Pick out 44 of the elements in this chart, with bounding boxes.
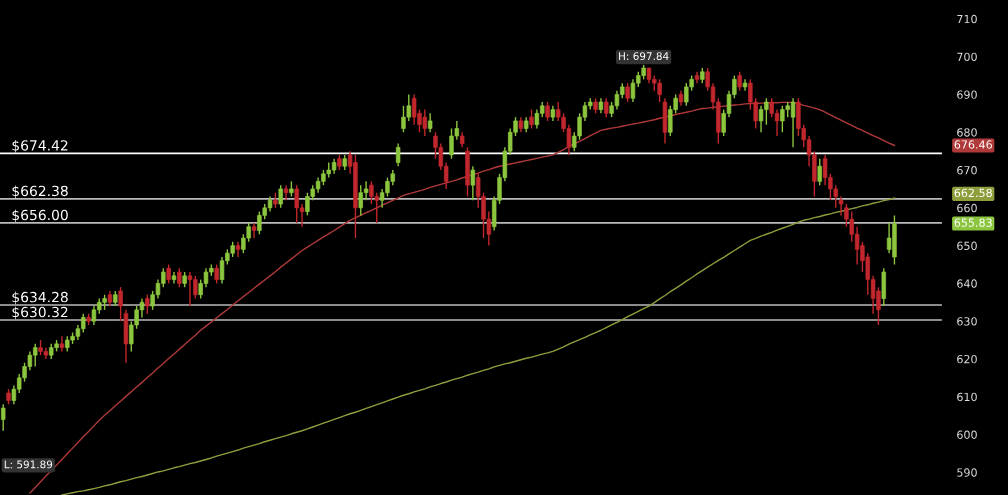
y-tick-label: 590	[957, 468, 977, 477]
candlestick	[59, 335, 65, 353]
candlestick	[817, 158, 822, 186]
ref-line-label: $662.38	[12, 185, 68, 198]
ref-line-label: $630.32	[12, 306, 68, 320]
candlestick	[604, 97, 609, 118]
ref-line-label: $656.00	[12, 209, 68, 223]
y-tick-label: 650	[957, 241, 977, 250]
candlestick	[283, 184, 289, 201]
text: 662.58	[954, 188, 992, 198]
candlestick	[0, 403, 6, 432]
annotation: L: 591.89	[4, 460, 53, 469]
text: 655.83	[954, 218, 992, 227]
candlestick	[529, 108, 534, 130]
annotation: H: 697.84	[619, 52, 669, 61]
y-tick-label: 690	[957, 90, 977, 99]
candlestick	[118, 286, 123, 322]
candlestick	[145, 294, 150, 315]
candlestick	[737, 71, 742, 92]
candlestick	[625, 82, 630, 103]
y-tick-label: 710	[957, 14, 977, 24]
candlestick	[251, 222, 257, 239]
candlestick	[278, 184, 283, 209]
candlestick	[427, 112, 433, 133]
ref-line-label: $634.28	[12, 291, 68, 305]
y-tick-label: 680	[957, 128, 977, 137]
y-tick-label: 610	[957, 392, 977, 402]
y-tick-label: 640	[957, 279, 977, 288]
candlestick	[470, 165, 476, 201]
y-tick-label: 630	[957, 317, 977, 326]
candlestick	[395, 142, 401, 167]
text: 676.46	[954, 140, 992, 149]
candlestick	[214, 263, 219, 285]
candlestick	[177, 267, 182, 288]
candlestick	[235, 241, 241, 258]
y-tick-label: 600	[957, 430, 977, 439]
candlestick	[545, 101, 550, 122]
y-tick-label: 660	[957, 203, 977, 213]
y-tick-label: 670	[957, 166, 977, 175]
y-tick-label: 620	[957, 354, 977, 364]
candlestick	[838, 195, 844, 217]
ref-line-label: $674.42	[12, 139, 68, 153]
y-tick-label: 700	[957, 52, 977, 62]
candlestick	[166, 263, 171, 285]
